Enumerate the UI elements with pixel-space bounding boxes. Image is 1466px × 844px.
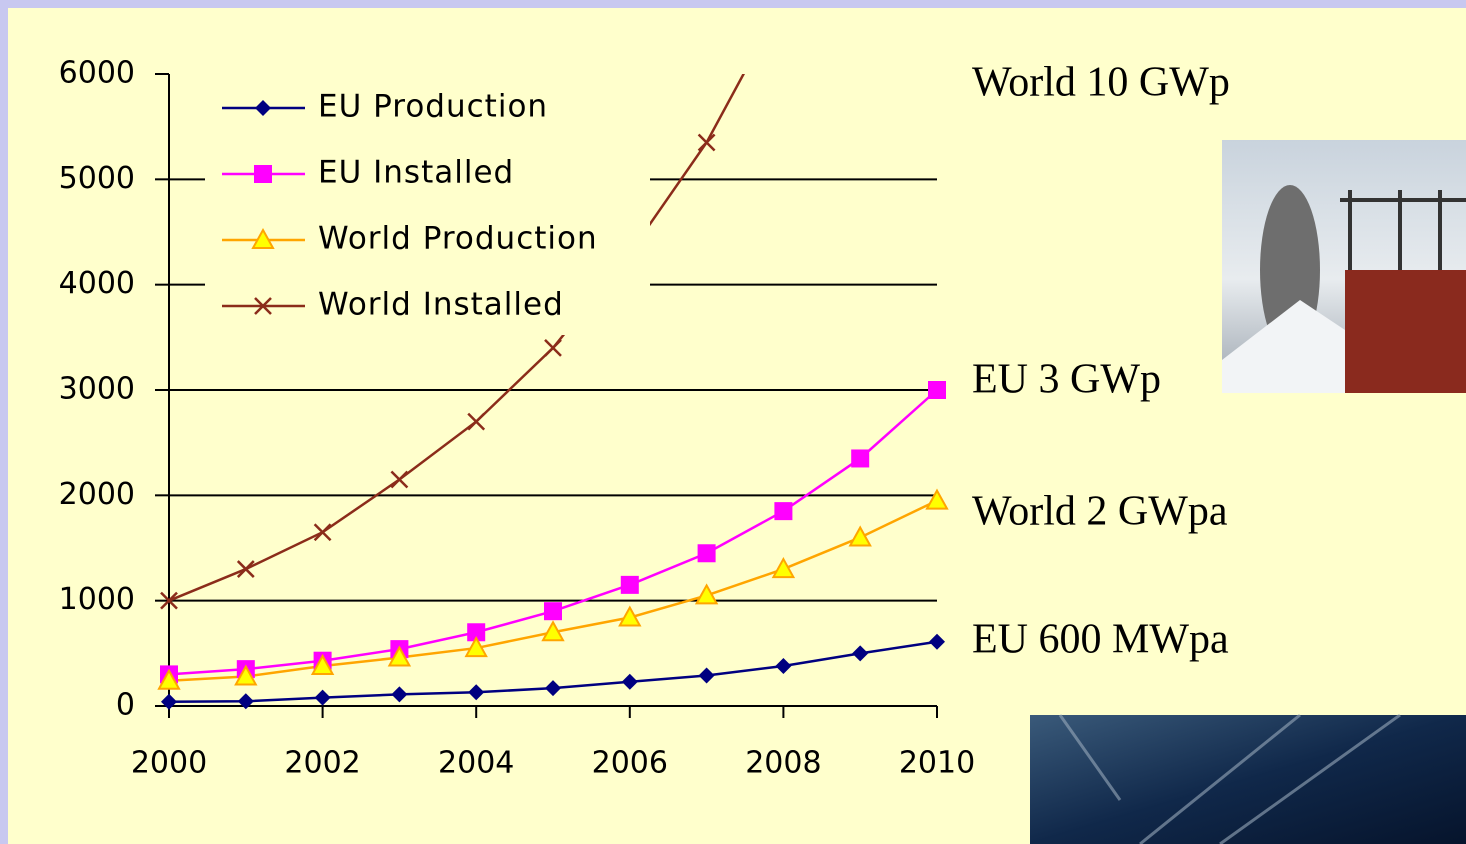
annotation: World 2 GWpa [972, 489, 1228, 535]
marker [254, 165, 272, 183]
marker [621, 673, 638, 690]
y-tick-label: 6000 [59, 56, 135, 91]
marker [313, 523, 332, 542]
marker [851, 449, 870, 468]
marker [848, 525, 872, 547]
marker [925, 488, 949, 510]
annotation: EU 3 GWp [972, 357, 1161, 403]
marker [545, 680, 561, 697]
y-tick-label: 2000 [59, 477, 135, 512]
marker [697, 133, 716, 152]
legend-label: EU Production [318, 89, 548, 125]
marker [698, 667, 715, 684]
legend-label: World Installed [318, 287, 564, 323]
marker [160, 591, 178, 610]
marker [255, 100, 271, 116]
y-tick-label: 1000 [59, 582, 135, 617]
x-tick-label: 2010 [899, 746, 975, 781]
x-tick-label: 2000 [131, 746, 207, 781]
photo-solar-cell [1030, 713, 1466, 844]
marker [771, 557, 796, 579]
marker [774, 502, 793, 521]
legend-box [205, 80, 650, 335]
marker [697, 544, 716, 563]
legend-label: EU Installed [318, 155, 514, 191]
marker [464, 636, 488, 658]
marker [544, 338, 562, 357]
marker [390, 470, 409, 489]
marker [237, 693, 254, 710]
marker [310, 653, 335, 675]
y-tick-label: 4000 [59, 266, 135, 301]
annotation: World 10 GWp [972, 60, 1230, 106]
marker [852, 645, 869, 662]
marker [544, 602, 562, 621]
marker [254, 297, 272, 315]
marker [775, 657, 792, 674]
annotation: EU 600 MWpa [972, 617, 1229, 663]
marker [314, 689, 331, 706]
marker [391, 686, 408, 703]
y-tick-label: 0 [116, 688, 135, 723]
marker [387, 645, 412, 667]
x-tick-label: 2002 [284, 746, 360, 781]
marker [620, 575, 639, 594]
legend-label: World Production [318, 221, 598, 257]
marker [467, 623, 486, 642]
marker [234, 664, 258, 686]
y-tick-label: 3000 [59, 372, 135, 407]
marker [541, 620, 565, 642]
marker [157, 668, 181, 690]
marker [694, 583, 719, 605]
marker [467, 412, 486, 431]
photo-antenna [1222, 140, 1466, 393]
x-tick-label: 2008 [745, 746, 821, 781]
x-tick-label: 2004 [438, 746, 514, 781]
marker [928, 381, 946, 399]
marker [618, 605, 642, 627]
x-tick-label: 2006 [592, 746, 668, 781]
marker [161, 693, 177, 710]
marker [468, 684, 485, 701]
marker [236, 560, 255, 578]
marker [251, 227, 275, 249]
marker [929, 633, 945, 650]
y-tick-label: 5000 [59, 161, 135, 196]
marker [775, 0, 791, 8]
